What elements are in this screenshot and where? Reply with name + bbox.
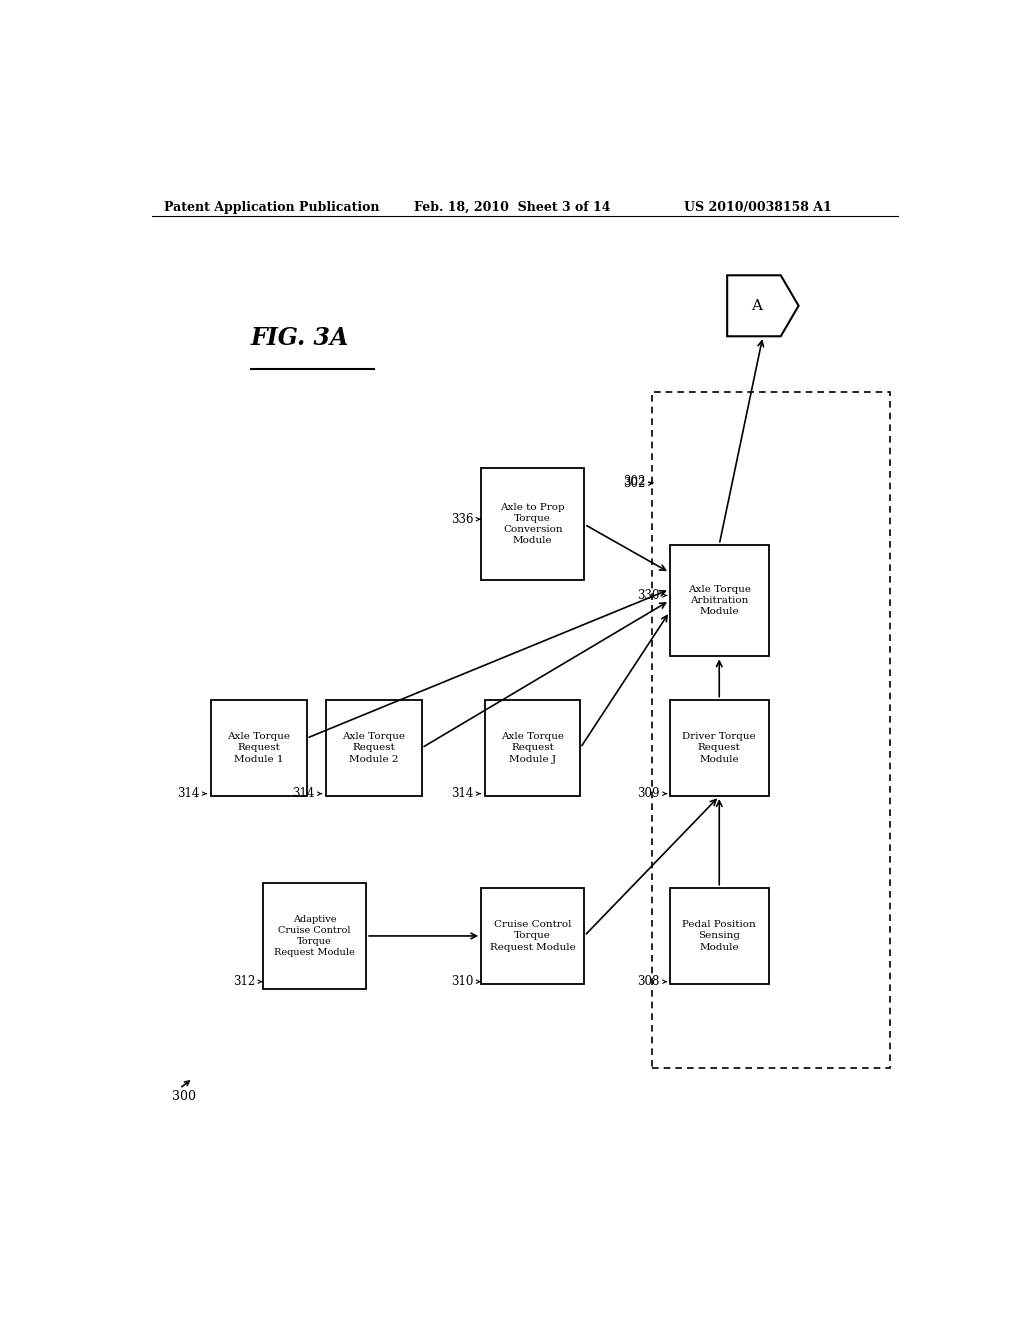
- Bar: [211, 700, 306, 796]
- Bar: [485, 700, 581, 796]
- Text: 312: 312: [232, 975, 255, 989]
- Text: Axle to Prop
Torque
Conversion
Module: Axle to Prop Torque Conversion Module: [501, 503, 565, 545]
- Text: 314: 314: [177, 787, 200, 800]
- Text: Cruise Control
Torque
Request Module: Cruise Control Torque Request Module: [489, 920, 575, 952]
- Text: 336: 336: [451, 512, 473, 525]
- Text: 300: 300: [172, 1090, 196, 1104]
- Polygon shape: [727, 276, 799, 337]
- Bar: [481, 469, 585, 581]
- Text: 302: 302: [623, 477, 645, 490]
- Bar: [670, 700, 769, 796]
- Text: Axle Torque
Arbitration
Module: Axle Torque Arbitration Module: [688, 585, 751, 616]
- Text: 308: 308: [637, 975, 659, 989]
- Text: 314: 314: [451, 787, 473, 800]
- Text: FIG. 3A: FIG. 3A: [251, 326, 349, 350]
- Text: Axle Torque
Request
Module 1: Axle Torque Request Module 1: [227, 733, 291, 763]
- Text: 309: 309: [637, 787, 659, 800]
- Text: 330: 330: [637, 589, 659, 602]
- Bar: [670, 887, 769, 985]
- Text: 302: 302: [623, 475, 645, 488]
- Text: A: A: [752, 298, 763, 313]
- Text: Pedal Position
Sensing
Module: Pedal Position Sensing Module: [682, 920, 756, 952]
- Text: Feb. 18, 2010  Sheet 3 of 14: Feb. 18, 2010 Sheet 3 of 14: [414, 201, 610, 214]
- Text: Axle Torque
Request
Module 2: Axle Torque Request Module 2: [342, 733, 406, 763]
- Bar: [670, 545, 769, 656]
- Text: Driver Torque
Request
Module: Driver Torque Request Module: [682, 733, 756, 763]
- Text: Patent Application Publication: Patent Application Publication: [164, 201, 379, 214]
- Bar: [263, 883, 367, 989]
- Bar: [327, 700, 422, 796]
- Bar: [481, 887, 585, 985]
- Text: 314: 314: [292, 787, 314, 800]
- Text: 310: 310: [451, 975, 473, 989]
- Text: US 2010/0038158 A1: US 2010/0038158 A1: [684, 201, 831, 214]
- Bar: [652, 392, 890, 1068]
- Text: Axle Torque
Request
Module J: Axle Torque Request Module J: [501, 733, 564, 763]
- Text: Adaptive
Cruise Control
Torque
Request Module: Adaptive Cruise Control Torque Request M…: [274, 915, 355, 957]
